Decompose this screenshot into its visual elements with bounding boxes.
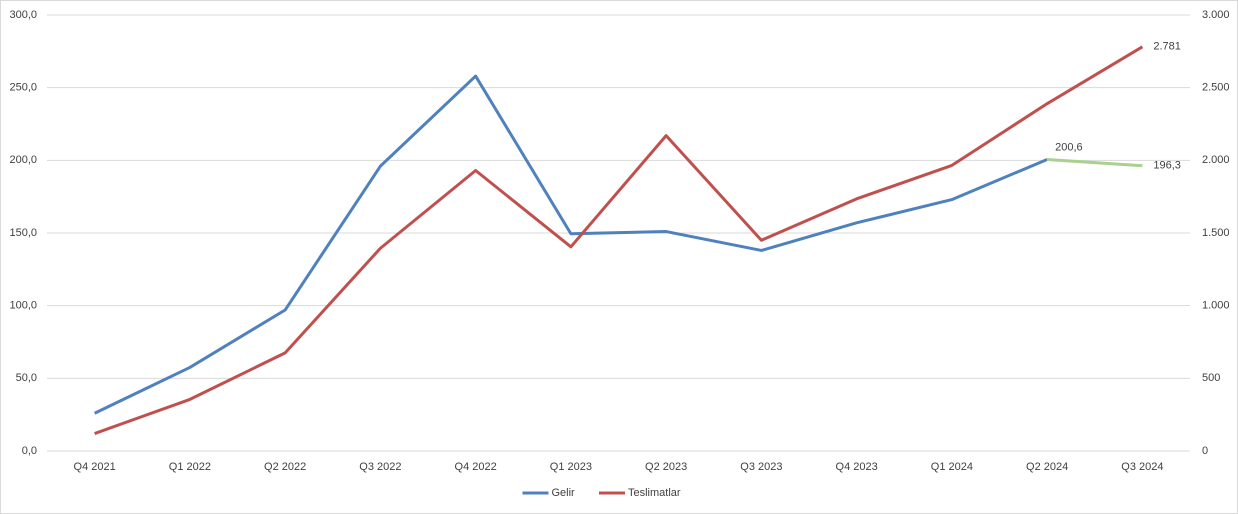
y-tick-label: 300,0 [9,9,37,21]
legend-label: Gelir [552,487,576,499]
data-label: 196,3 [1153,160,1181,172]
x-tick-label: Q4 2022 [455,461,497,473]
data-label: 2.781 [1153,41,1181,53]
y2-tick-label: 2.500 [1202,82,1230,94]
legend-label: Teslimatlar [628,487,681,499]
y-tick-label: 100,0 [9,300,37,312]
x-tick-label: Q3 2022 [359,461,401,473]
x-tick-label: Q2 2024 [1026,461,1068,473]
x-tick-label: Q1 2024 [931,461,973,473]
y-tick-label: 200,0 [9,154,37,166]
data-label: 200,6 [1055,141,1083,153]
y2-tick-label: 1.500 [1202,227,1230,239]
y-tick-label: 150,0 [9,227,37,239]
x-tick-label: Q2 2023 [645,461,687,473]
y2-tick-label: 3.000 [1202,9,1230,21]
x-tick-label: Q3 2024 [1121,461,1163,473]
y2-tick-label: 0 [1202,445,1208,457]
x-tick-label: Q3 2023 [740,461,782,473]
y2-tick-label: 500 [1202,372,1220,384]
series-line-segment [1047,157,1143,168]
series-line [94,45,1144,435]
y-tick-label: 250,0 [9,82,37,94]
series-line [93,74,1048,415]
x-tick-label: Q4 2021 [74,461,116,473]
y-tick-label: 0,0 [22,445,37,457]
x-tick-label: Q2 2022 [264,461,306,473]
y2-tick-label: 1.000 [1202,300,1230,312]
x-tick-label: Q1 2023 [550,461,592,473]
x-tick-label: Q4 2023 [836,461,878,473]
x-tick-label: Q1 2022 [169,461,211,473]
y-tick-label: 50,0 [16,372,37,384]
y2-tick-label: 2.000 [1202,154,1230,166]
